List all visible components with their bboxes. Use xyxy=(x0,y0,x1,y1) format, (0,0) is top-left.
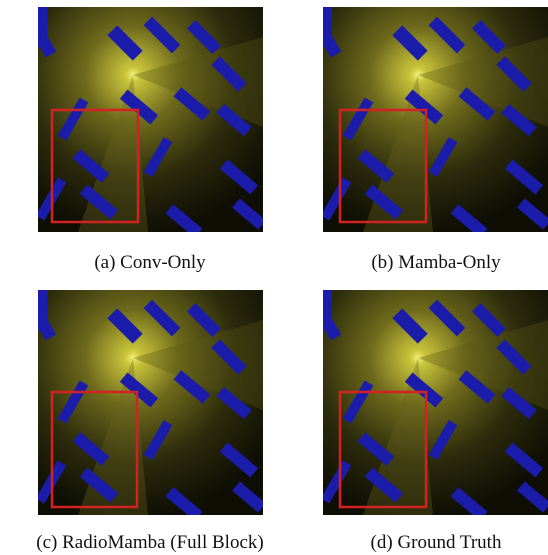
caption: (d) Ground Truth xyxy=(371,532,502,553)
map-image xyxy=(303,4,548,238)
figure: (a) Conv-Only (b) Mamba-Only (c) RadioMa… xyxy=(0,0,548,555)
map-image xyxy=(18,287,266,521)
map-image xyxy=(18,4,266,238)
caption: (c) RadioMamba (Full Block) xyxy=(36,532,263,553)
caption: (a) Conv-Only xyxy=(94,252,206,273)
caption: (b) Mamba-Only xyxy=(371,252,501,273)
map-image xyxy=(303,287,548,521)
